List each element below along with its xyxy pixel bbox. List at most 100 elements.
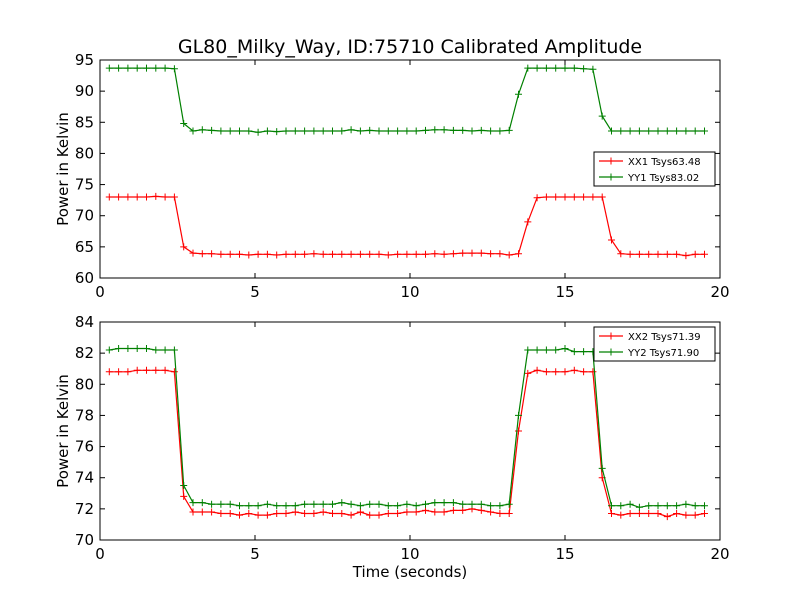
p0-series-2-point [301,127,309,135]
p0-series-2-point [617,127,625,135]
p0-series-2-point [273,128,281,136]
p1-series-2-point [496,502,504,510]
p0-series-1-point [236,250,243,258]
p0-series-1-point [542,193,550,201]
p0-series-1-point [198,250,206,258]
p0-series-1-point [319,250,327,258]
p0-series-1-point [375,250,383,258]
p1-y-tick-label: 72 [75,500,94,518]
p0-series-1-point [608,236,615,244]
p1-series-2-point [505,500,513,508]
p0-series-1-point [124,193,132,201]
p0-series-1-point [505,251,513,259]
p1-series-1-point [254,511,262,519]
p0-series-1 [105,192,708,260]
p1-series-1-point [617,511,625,519]
p0-x-tick-label: 15 [555,283,574,301]
p0-series-1-point [152,192,160,200]
p0-series-2-point [654,127,662,135]
p0-series-2-point [347,126,355,134]
p1-series-1-point [301,510,309,517]
p1-series-2-point [673,502,681,510]
p1-series-2-point [635,503,643,511]
p0-series-2-point [245,127,253,135]
p1-series-2-point [329,500,336,508]
p1-series-2-point [161,346,169,354]
p0-series-2-point [691,127,699,135]
p1-series-1-point [477,506,485,514]
p0-legend-label: YY1 Tsys83.02 [627,173,699,184]
p0-series-2-point [208,126,216,134]
p1-series-1-point [552,368,560,376]
p1-series-2-point [170,346,178,354]
p0-series-2-point [133,64,141,72]
p0-series-1-point [626,250,634,258]
p1-series-1-point [580,368,588,376]
p1-series-1-point [608,510,615,517]
p0-series-2-point [449,126,457,134]
p0-series-1-point [347,250,355,258]
p1-series-2-point [245,502,253,510]
p0-series-2-point [105,64,113,72]
p1-y-axis-label: Power in Kelvin [54,374,72,488]
p1-series-2-point [654,502,662,510]
p0-series-2-point [375,127,383,135]
p0-series-1-point [515,250,522,258]
p0-series-2-point [598,112,606,120]
p1-y-tick-label: 80 [75,375,94,393]
p0-series-1-point [161,193,169,201]
p1-series-1-point [561,368,569,376]
p0-series-1-point [115,193,123,201]
p0-series-1-point [654,250,662,258]
p1-series-2-point [515,411,522,419]
p1-series-2-point [682,500,690,508]
p1-series-2-point [273,502,281,510]
p1-y-tick-label: 84 [75,313,94,331]
p1-x-axis-label: Time (seconds) [352,563,468,581]
p1-series-2-point [691,502,699,510]
p1-series-1-point [701,510,708,517]
p0-series-2-point [384,127,392,135]
bottom-subplot: 0 5 10 15 20 70 72 74 76 78 80 82 84 Power in Kelvin T… [54,313,730,581]
p0-series-2-point [170,65,178,73]
p1-series-2-point [105,346,113,354]
p1-series-1-point [105,368,113,376]
p1-series-2-point [449,499,457,507]
p1-series-1-point [682,511,690,519]
p0-series-1-point [329,250,336,258]
p0-series-1-point [617,250,625,258]
p0-series-1-point [477,249,485,257]
p0-legend-box [593,151,716,187]
p0-x-tick-label: 5 [250,283,260,301]
p0-series-2-point [310,127,318,135]
p0-legend-marker [607,173,615,181]
p1-series-1 [105,366,708,521]
p1-series-1-point [487,508,495,516]
p1-series-1-point [310,510,318,517]
p1-series-2-point [384,502,392,510]
p1-series-1-point [180,492,188,500]
p0-series-1-point [263,250,271,258]
p0-series-1-point [682,252,690,260]
p1-series-2-point [208,500,216,508]
p1-series-2-point [468,500,476,508]
p1-series-1-point [273,510,281,517]
p1-series-1-point [375,511,383,519]
p0-series-2-point [682,127,690,135]
p0-series-2-point [505,126,513,134]
p0-y-axis-label: Power in Kelvin [54,112,72,226]
p1-series-2-point [608,502,615,510]
p1-series-1-point [170,368,178,376]
p0-series-2-point [236,127,243,135]
p1-legend-marker [607,348,615,356]
p0-series-1-point [273,251,281,259]
p0-series-1-point [403,250,411,258]
p0-series-1-point [496,250,504,258]
p1-series-2-point [440,499,448,507]
p0-legend: XX1 Tsys63.48 YY1 Tsys83.02 [593,151,716,187]
p1-series-2-point [366,500,374,508]
p0-series-1-point [645,250,653,258]
p1-series-2-point [533,346,541,354]
p1-x-tick-label: 10 [400,545,419,563]
